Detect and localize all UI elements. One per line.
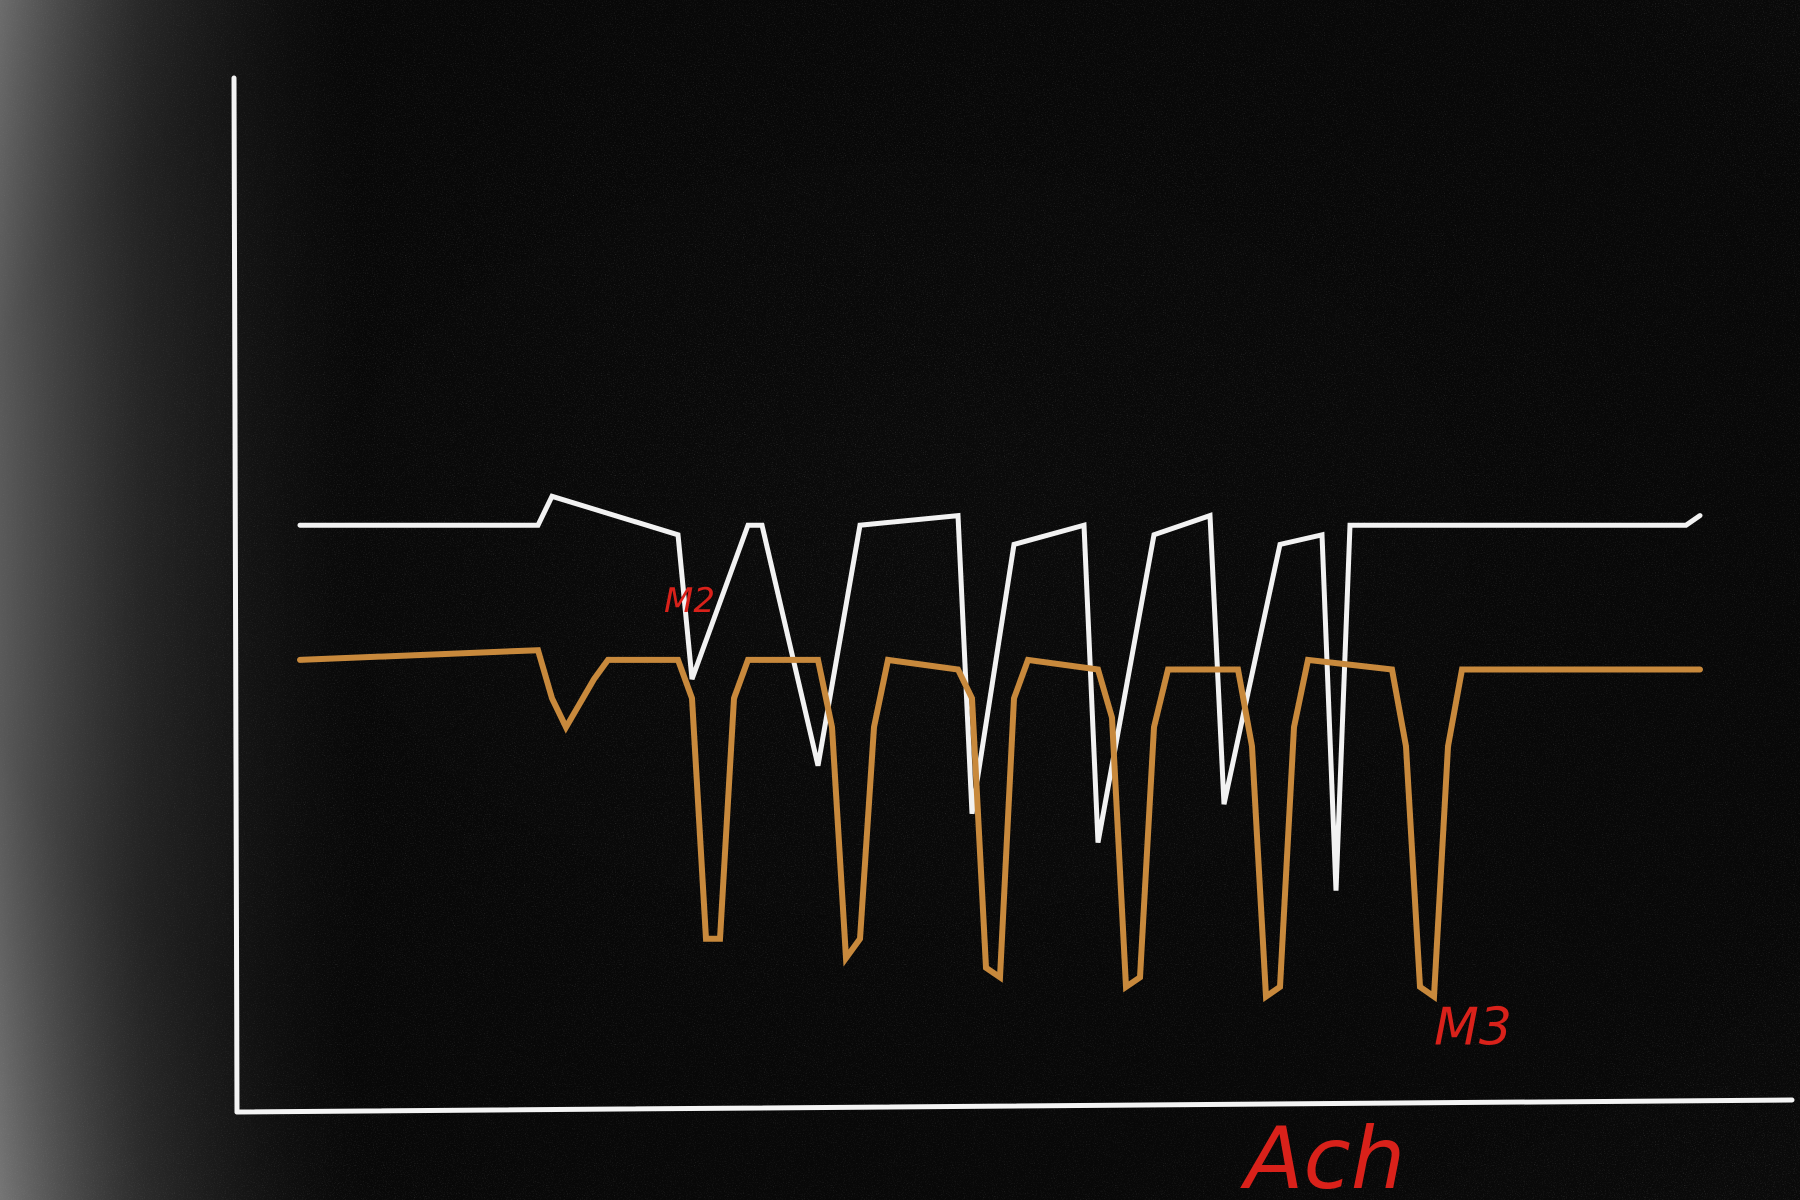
series-line (297, 647, 1703, 1003)
annotation-label: M2 (664, 581, 715, 621)
annotation-label: M3 (1434, 998, 1512, 1058)
y-axis (231, 75, 240, 1115)
series-layer (297, 493, 1703, 1003)
series-2 (297, 647, 1703, 1003)
series-1 (297, 493, 1703, 891)
x-axis-label: Ach (1240, 1109, 1406, 1200)
annotation-layer: M2 M3 (664, 581, 1512, 1058)
x-axis (234, 1097, 1795, 1115)
